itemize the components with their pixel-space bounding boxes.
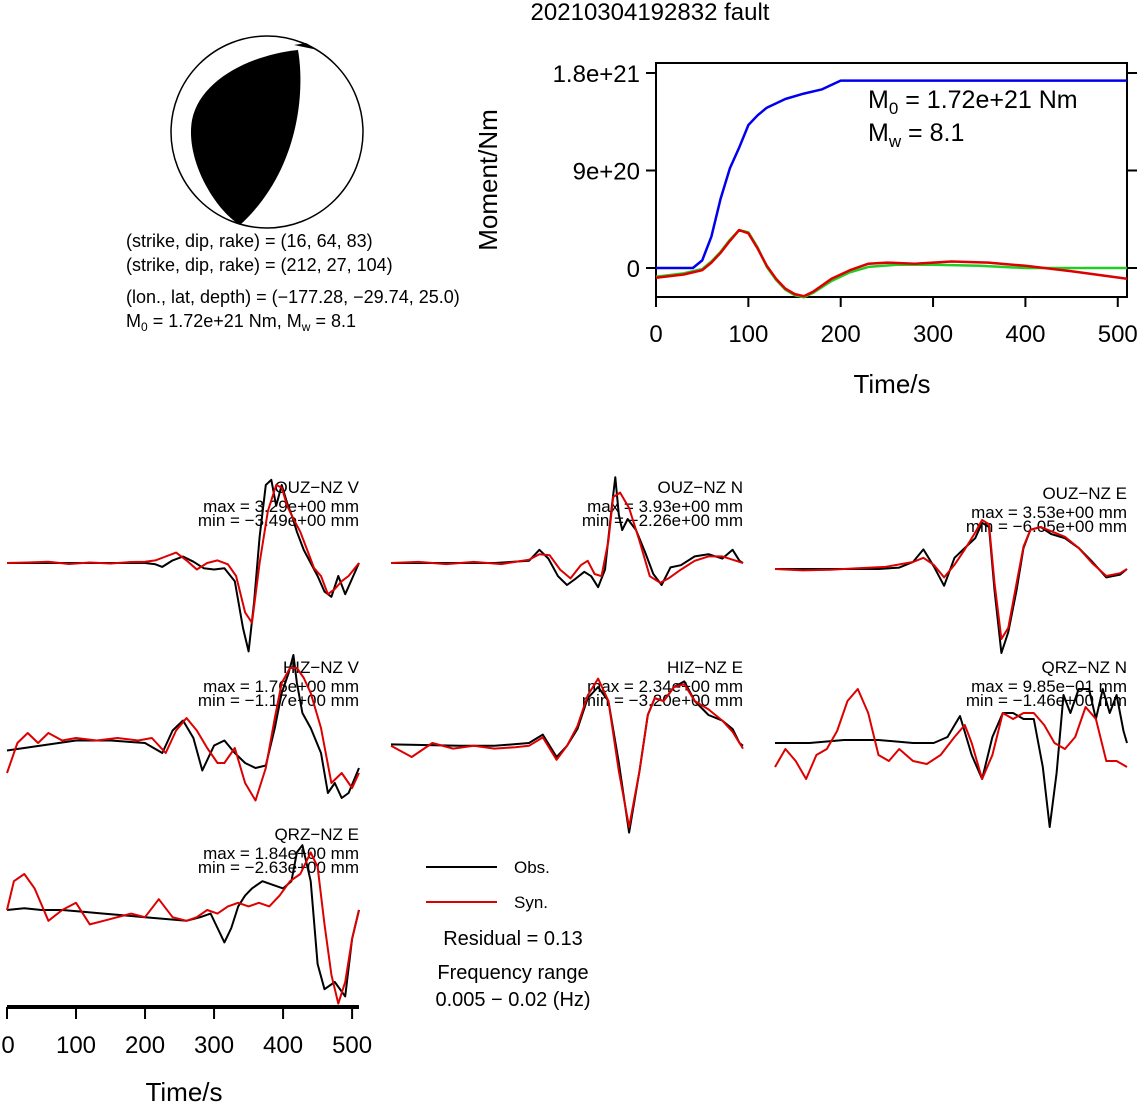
moment-xtick-label: 200 xyxy=(821,321,861,348)
moment-m0-label: M0 = 1.72e+21 Nm xyxy=(868,86,1078,118)
moment-ytick-label: 1.8e+21 xyxy=(553,61,640,88)
moment-plot-frame xyxy=(655,62,1128,298)
synthetic-waveform xyxy=(774,519,1128,640)
waveform-xlabel: Time/s xyxy=(145,1077,222,1104)
station-name: HIZ−NZ E xyxy=(667,658,743,677)
moment-ytick-label: 0 xyxy=(627,256,640,283)
moment-magnitude-summary: M0 = 1.72e+21 Nm, Mw = 8.1 xyxy=(126,311,356,334)
synthetic-waveform xyxy=(774,688,1128,780)
observed-waveform xyxy=(6,654,360,799)
moment-mw-label: Mw = 8.1 xyxy=(868,119,964,151)
station-min: min = −3.49e+00 mm xyxy=(198,511,359,530)
station-name: QRZ−NZ E xyxy=(274,825,359,844)
station-max: max = 3.29e+00 mm xyxy=(203,497,359,516)
beachball-compression xyxy=(190,50,301,225)
station-min: min = −1.46e+00 mm xyxy=(966,691,1127,710)
figure-title: 20210304192832 fault xyxy=(531,0,770,26)
station-name: HIZ−NZ V xyxy=(283,658,360,677)
moment-xtick-label: 500 xyxy=(1098,321,1138,348)
station-min: min = −2.63e+00 mm xyxy=(198,858,359,877)
synthetic-waveform xyxy=(390,491,744,584)
moment-rate-model-line xyxy=(655,228,1128,298)
waveform-time-axis: Time/s 0 100 200 300 400 500 xyxy=(1,1005,372,1104)
station-name: OUZ−NZ V xyxy=(274,478,359,497)
beachball xyxy=(170,35,364,229)
station-name: QRZ−NZ N xyxy=(1042,658,1127,677)
moment-xtick-label: 400 xyxy=(1005,321,1045,348)
synthetic-waveform xyxy=(6,484,360,624)
beachball-compression-sliver xyxy=(294,43,318,50)
waveform-xtick-label: 500 xyxy=(332,1032,372,1059)
frequency-range-label: Frequency range xyxy=(437,962,588,984)
synthetic-waveform xyxy=(6,667,360,802)
observed-waveform xyxy=(775,688,1128,828)
waveform-xtick-label: 200 xyxy=(125,1032,165,1059)
station-max: max = 3.53e+00 mm xyxy=(971,503,1127,522)
moment-xtick-label: 0 xyxy=(649,321,662,348)
station-name: OUZ−NZ N xyxy=(658,478,743,497)
station-min: min = −6.05e+00 mm xyxy=(966,517,1127,536)
observed-waveform xyxy=(6,844,360,998)
observed-waveform xyxy=(390,680,744,834)
moment-ylabel: Moment/Nm xyxy=(473,109,503,251)
moment-rate-plot: 0 9e+20 1.8e+21 0 100 200 300 400 500 M0 = 1.72e… xyxy=(473,61,1138,399)
station-name: OUZ−NZ E xyxy=(1042,484,1127,503)
station-max: max = 9.85e−01 mm xyxy=(971,677,1127,696)
waveform-xtick-label: 400 xyxy=(263,1032,303,1059)
observed-waveform xyxy=(775,521,1128,654)
nodal-plane-2: (strike, dip, rake) = (212, 27, 104) xyxy=(126,255,393,275)
station-max: max = 2.34e+00 mm xyxy=(587,677,743,696)
nodal-plane-1: (strike, dip, rake) = (16, 64, 83) xyxy=(126,231,373,251)
waveform-xtick-label: 300 xyxy=(194,1032,234,1059)
residual-label: Residual = 0.13 xyxy=(443,928,583,950)
moment-ytick-label: 9e+20 xyxy=(573,159,640,186)
frequency-range-value: 0.005 − 0.02 (Hz) xyxy=(435,989,590,1011)
event-location: (lon., lat, depth) = (−177.28, −29.74, 2… xyxy=(126,287,460,307)
waveform-xtick-label: 0 xyxy=(1,1032,14,1059)
synthetic-waveform xyxy=(390,677,744,828)
observed-waveform xyxy=(7,478,360,653)
legend-syn-label: Syn. xyxy=(514,893,548,912)
legend: Obs. Syn. xyxy=(426,858,550,912)
cumulative-moment-line xyxy=(656,79,1127,270)
legend-obs-label: Obs. xyxy=(514,858,550,877)
observed-waveform xyxy=(391,476,744,589)
waveform-xtick-label: 100 xyxy=(56,1032,96,1059)
station-min: min = −2.26e+00 mm xyxy=(582,511,743,530)
moment-xtick-label: 300 xyxy=(913,321,953,348)
moment-xlabel: Time/s xyxy=(853,369,930,399)
synthetic-waveform xyxy=(6,851,360,1005)
station-max: max = 1.84e+00 mm xyxy=(203,844,359,863)
moment-xtick-label: 100 xyxy=(728,321,768,348)
